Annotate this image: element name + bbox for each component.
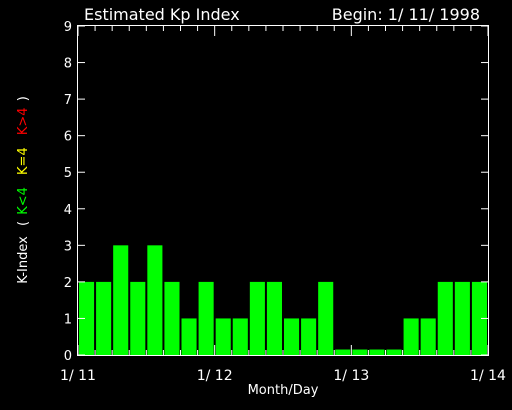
y-tick-label: 3 bbox=[64, 239, 72, 254]
kp-bar bbox=[181, 318, 197, 355]
y-label-high: K>4 bbox=[16, 107, 31, 135]
x-tick-label: 1/ 12 bbox=[197, 368, 233, 384]
kp-bar bbox=[284, 318, 300, 355]
y-tick-label: 9 bbox=[64, 20, 72, 35]
kp-bar bbox=[79, 281, 95, 355]
chart-subtitle: Begin: 1/ 11/ 1998 bbox=[332, 5, 480, 24]
kp-bar bbox=[335, 349, 351, 355]
kp-bar bbox=[471, 281, 487, 355]
y-tick-label: 1 bbox=[64, 312, 72, 327]
plot-frame bbox=[77, 25, 489, 356]
kp-bar bbox=[249, 281, 265, 355]
kp-bar bbox=[130, 281, 146, 355]
y-axis-label: K-Index ( K<4 K=4 K>4 ) bbox=[16, 96, 31, 284]
kp-bar bbox=[437, 281, 453, 355]
kp-bar bbox=[164, 281, 180, 355]
y-label-prefix: K-Index bbox=[16, 236, 31, 284]
kp-bar bbox=[369, 349, 385, 355]
y-tick-label: 7 bbox=[64, 93, 72, 108]
kp-bar bbox=[215, 318, 231, 355]
svg-text:K-Index ( K<4: K-Index ( K<4 K=4 K>4 ) bbox=[16, 96, 31, 284]
chart-title: Estimated Kp Index bbox=[84, 5, 240, 24]
kp-bar bbox=[113, 245, 129, 355]
y-label-open-paren: ( bbox=[16, 221, 31, 226]
y-label-close-paren: ) bbox=[16, 96, 31, 101]
y-ticks-group: 0 1 2 3 4 5 6 7 8 9 bbox=[64, 20, 488, 364]
x-axis-label: Month/Day bbox=[248, 383, 319, 398]
kp-bar bbox=[454, 281, 470, 355]
y-tick-label: 5 bbox=[64, 166, 72, 181]
kp-bar bbox=[96, 281, 112, 355]
x-tick-label: 1/ 14 bbox=[470, 368, 506, 384]
y-tick-label: 4 bbox=[64, 203, 72, 218]
y-label-low: K<4 bbox=[16, 187, 31, 215]
kp-bar bbox=[318, 281, 334, 355]
y-tick-label: 0 bbox=[64, 349, 72, 364]
kp-bar bbox=[386, 349, 402, 355]
x-tick-label: 1/ 13 bbox=[333, 368, 369, 384]
y-label-mid: K=4 bbox=[16, 147, 31, 175]
x-tick-label: 1/ 11 bbox=[60, 368, 96, 384]
bars-group bbox=[79, 245, 487, 355]
y-tick-label: 2 bbox=[64, 276, 72, 291]
kp-bar bbox=[198, 281, 214, 355]
kp-bar bbox=[301, 318, 317, 355]
kp-bar bbox=[352, 349, 368, 355]
kp-bar bbox=[420, 318, 436, 355]
kp-bar bbox=[147, 245, 163, 355]
kp-bar bbox=[266, 281, 282, 355]
kp-bar bbox=[232, 318, 248, 355]
y-tick-label: 6 bbox=[64, 130, 72, 145]
kp-bar bbox=[403, 318, 419, 355]
y-tick-label: 8 bbox=[64, 57, 72, 72]
